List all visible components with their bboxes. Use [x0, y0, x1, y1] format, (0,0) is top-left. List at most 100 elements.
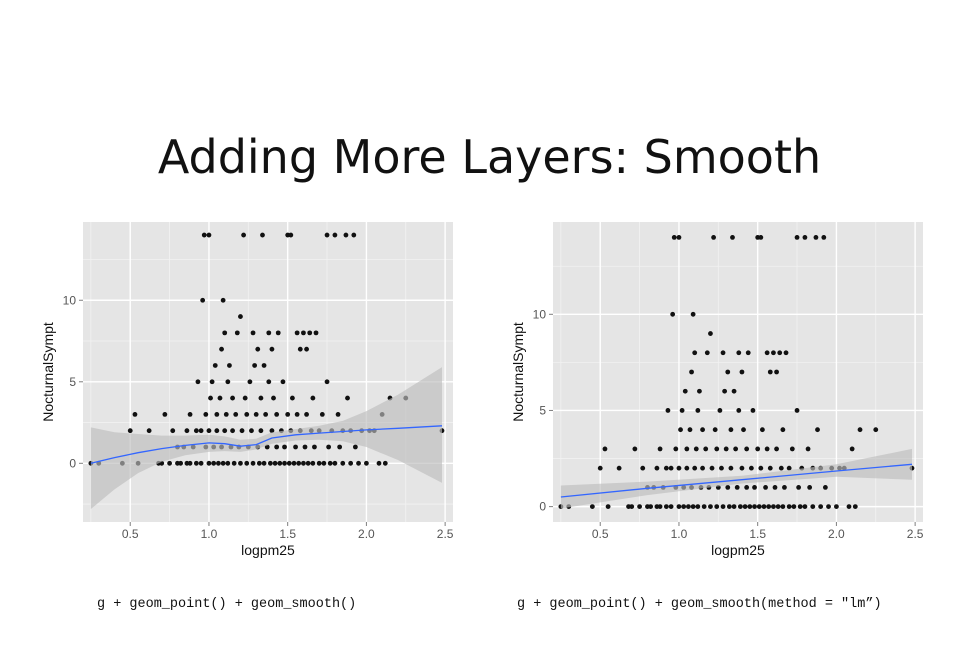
- data-point: [170, 428, 176, 434]
- data-point: [750, 408, 756, 413]
- data-point: [291, 460, 297, 466]
- data-point: [238, 460, 243, 466]
- data-point: [783, 350, 789, 356]
- data-point: [791, 504, 797, 510]
- data-point: [605, 504, 611, 510]
- data-point: [304, 346, 309, 352]
- data-point: [242, 395, 248, 401]
- data-point: [162, 411, 168, 417]
- data-point: [198, 460, 204, 466]
- data-point: [201, 232, 207, 238]
- data-point: [748, 465, 754, 471]
- data-point: [708, 504, 713, 510]
- data-point: [764, 350, 770, 356]
- data-point: [771, 504, 776, 510]
- data-point: [766, 504, 772, 510]
- data-point: [690, 504, 696, 510]
- data-point: [733, 446, 739, 452]
- data-point: [305, 460, 311, 466]
- data-point: [261, 363, 267, 368]
- data-point: [780, 427, 786, 433]
- data-point: [778, 465, 784, 471]
- y-axis-label: NocturnalSympt: [40, 322, 56, 422]
- x-tick-label: 0.5: [122, 527, 139, 541]
- data-point: [340, 460, 346, 466]
- data-point: [241, 232, 246, 238]
- data-point: [802, 504, 808, 510]
- data-point: [206, 232, 212, 238]
- data-point: [682, 388, 688, 394]
- data-point: [178, 460, 184, 466]
- data-point: [193, 428, 199, 434]
- y-tick-label: 10: [533, 307, 547, 321]
- data-point: [802, 234, 808, 240]
- data-point: [794, 408, 800, 413]
- data-point: [345, 395, 350, 401]
- data-point: [810, 504, 816, 510]
- data-point: [206, 428, 212, 434]
- data-point: [335, 411, 341, 417]
- data-point: [266, 379, 272, 385]
- data-point: [782, 484, 787, 490]
- data-point: [238, 314, 243, 319]
- data-point: [673, 446, 679, 452]
- data-point: [616, 465, 622, 471]
- data-point: [313, 330, 319, 336]
- data-point: [220, 460, 226, 466]
- data-point: [222, 330, 228, 336]
- data-point: [849, 446, 855, 452]
- smooth-confidence-ribbon: [560, 448, 912, 509]
- data-point: [297, 346, 303, 352]
- data-point: [774, 446, 779, 452]
- data-point: [233, 411, 239, 417]
- data-point: [250, 460, 256, 466]
- y-tick-label: 10: [63, 293, 77, 307]
- data-point: [794, 234, 800, 240]
- data-point: [725, 484, 731, 490]
- data-point: [722, 388, 728, 394]
- data-point: [797, 504, 803, 510]
- data-point: [728, 465, 734, 471]
- data-point: [231, 460, 237, 466]
- data-point: [720, 350, 726, 356]
- data-point: [310, 395, 316, 401]
- data-point: [332, 232, 338, 238]
- data-point: [668, 465, 674, 471]
- data-point: [739, 369, 745, 375]
- data-point: [274, 444, 280, 450]
- data-point: [227, 363, 232, 368]
- data-point: [214, 428, 220, 434]
- data-point: [589, 504, 595, 510]
- data-point: [198, 428, 204, 434]
- x-axis-label: logpm25: [241, 542, 295, 558]
- smooth-line: [90, 425, 443, 464]
- data-point: [356, 460, 361, 466]
- data-point: [277, 460, 283, 466]
- data-point: [255, 346, 261, 352]
- data-point: [700, 427, 705, 433]
- data-point: [326, 444, 332, 450]
- data-point: [663, 504, 669, 510]
- data-point: [657, 446, 663, 452]
- data-point: [786, 504, 792, 510]
- data-point: [731, 388, 737, 394]
- data-point: [689, 369, 694, 375]
- data-point: [678, 427, 683, 433]
- data-point: [193, 460, 199, 466]
- data-point: [736, 408, 742, 413]
- x-tick-label: 1.5: [749, 527, 766, 541]
- x-axis-label: logpm25: [711, 542, 765, 558]
- data-point: [789, 446, 795, 452]
- data-point: [132, 411, 138, 417]
- data-point: [739, 465, 745, 471]
- x-tick-label: 1.0: [201, 527, 218, 541]
- data-point: [714, 504, 720, 510]
- data-point: [774, 369, 779, 375]
- data-point: [343, 232, 349, 238]
- data-point: [316, 460, 322, 466]
- data-point: [220, 297, 226, 303]
- data-point: [225, 460, 231, 466]
- data-point: [272, 460, 278, 466]
- data-point: [818, 504, 824, 510]
- data-point: [717, 408, 723, 413]
